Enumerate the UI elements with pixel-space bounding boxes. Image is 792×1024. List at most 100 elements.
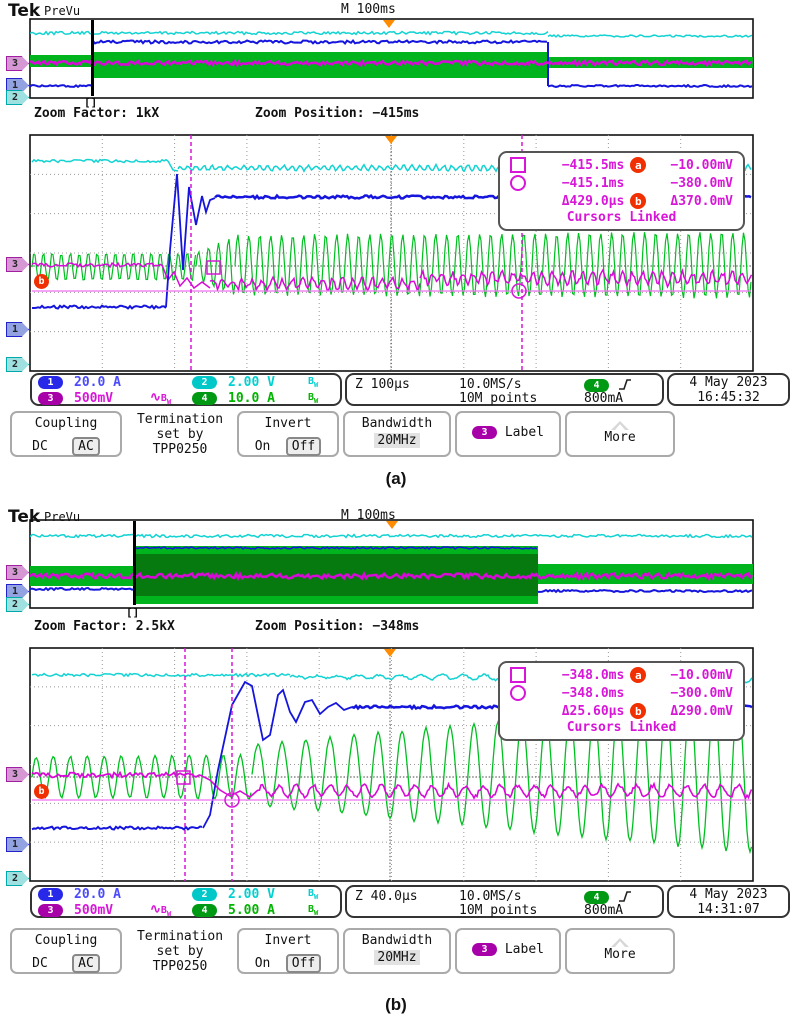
invert-off-option[interactable]: Off bbox=[285, 437, 322, 456]
channel3-marker-zoom[interactable]: 3 bbox=[6, 767, 29, 782]
invert-button[interactable]: Invert On Off bbox=[237, 411, 339, 457]
cursor-a-badge: a bbox=[630, 667, 647, 683]
circle-cursor-icon bbox=[510, 175, 526, 191]
coupling-title: Coupling bbox=[34, 933, 98, 948]
cursor-b-value: −380.0mV bbox=[670, 175, 733, 191]
rising-edge-icon bbox=[619, 379, 631, 390]
channel2-marker-zoom[interactable]: 2 bbox=[6, 357, 29, 372]
zoom-window-bracket: [] bbox=[126, 606, 140, 619]
label-button[interactable]: 3 Label bbox=[455, 411, 561, 457]
channel3-badge: 3 bbox=[38, 391, 63, 405]
coupling-dc-option[interactable]: DC bbox=[32, 956, 48, 971]
termination-line3: TPP0250 bbox=[152, 442, 208, 457]
cursor-row-b: −348.0ms −300.0mV bbox=[500, 684, 743, 702]
invert-on-option[interactable]: On bbox=[254, 956, 271, 971]
coupling-title: Coupling bbox=[34, 416, 98, 431]
date-readout: 4 May 2023 bbox=[689, 375, 768, 390]
rising-edge-icon bbox=[619, 891, 631, 902]
coupling-button[interactable]: Coupling DC AC bbox=[10, 928, 122, 974]
invert-off-option[interactable]: Off bbox=[285, 954, 322, 973]
cursor-row-delta: Δ25.60µs b Δ290.0mV bbox=[500, 702, 743, 720]
cursor-b-badge: b bbox=[630, 703, 647, 719]
channel-readout-row2: 3 500mV ∿BW 4 10.0 A BW bbox=[32, 390, 340, 406]
more-text: More bbox=[604, 430, 636, 445]
scope-panel-b: Tek PreVu M 100ms [] Zoom Factor: 2.5kX … bbox=[0, 507, 792, 1024]
square-cursor-icon bbox=[510, 157, 526, 173]
coupling-ac-option[interactable]: AC bbox=[72, 954, 100, 973]
sample-rate-readout: 10.0MS/s bbox=[459, 889, 522, 904]
termination-line3: TPP0250 bbox=[152, 959, 208, 974]
channel3-scale: 500mV bbox=[74, 390, 114, 406]
channel3-marker[interactable]: 3 bbox=[6, 565, 29, 580]
channel1-badge: 1 bbox=[38, 376, 63, 389]
more-button[interactable]: More bbox=[565, 411, 675, 457]
cursor-delta-value: Δ290.0mV bbox=[670, 703, 733, 719]
label-text: Label bbox=[504, 942, 544, 957]
zoom-position-readout: Zoom Position: −348ms bbox=[255, 619, 420, 634]
channel1-marker-zoom[interactable]: 1 bbox=[6, 322, 29, 337]
date-readout: 4 May 2023 bbox=[689, 887, 768, 902]
channel2-marker-zoom[interactable]: 2 bbox=[6, 871, 29, 886]
bandwidth-limit-icon: BW bbox=[308, 888, 319, 901]
cursor-b-badge: b bbox=[630, 193, 647, 209]
cursor-row-a: −348.0ms a −10.00mV bbox=[500, 666, 743, 684]
figure-caption-a: (a) bbox=[385, 469, 407, 488]
channel2-badge: 2 bbox=[192, 888, 217, 901]
more-button[interactable]: More bbox=[565, 928, 675, 974]
channel-readout-box: 1 20.0 A 2 2.00 V BW 3 500mV ∿BW 4 5.00 … bbox=[30, 885, 342, 918]
invert-button[interactable]: Invert On Off bbox=[237, 928, 339, 974]
record-length-readout: 10M points bbox=[459, 903, 538, 918]
coupling-ac-option[interactable]: AC bbox=[72, 437, 100, 456]
acquisition-mode: PreVu bbox=[44, 510, 81, 524]
invert-on-option[interactable]: On bbox=[254, 439, 271, 454]
channel4-scale: 5.00 A bbox=[228, 902, 275, 918]
time-readout: 16:45:32 bbox=[697, 390, 760, 405]
channel-readout-box: 1 20.0 A 2 2.00 V BW 3 500mV ∿BW 4 10.0 … bbox=[30, 373, 342, 406]
zoom-position-readout: Zoom Position: −415ms bbox=[255, 106, 420, 121]
ac-coupling-icon: ∿BW bbox=[150, 902, 172, 918]
channel-readout-row2: 3 500mV ∿BW 4 5.00 A BW bbox=[32, 902, 340, 918]
channel3-marker[interactable]: 3 bbox=[6, 56, 29, 71]
more-text: More bbox=[604, 947, 636, 962]
cursor-delta-time: Δ25.60µs bbox=[561, 703, 625, 719]
cursor-a-time: −415.5ms bbox=[561, 157, 625, 173]
coupling-dc-option[interactable]: DC bbox=[32, 439, 48, 454]
chevron-up-icon bbox=[611, 421, 629, 430]
tek-logo: Tek bbox=[8, 507, 41, 527]
channel4-badge: 4 bbox=[192, 903, 217, 917]
channel2-marker[interactable]: 2 bbox=[6, 597, 29, 612]
channel2-marker[interactable]: 2 bbox=[6, 90, 29, 105]
sample-rate-readout: 10.0MS/s bbox=[459, 377, 522, 392]
cursor-delta-time: Δ429.0µs bbox=[561, 193, 625, 209]
channel3-marker-zoom[interactable]: 3 bbox=[6, 257, 29, 272]
bandwidth-title: Bandwidth bbox=[361, 416, 433, 431]
cursor-readout-box: −348.0ms a −10.00mV −348.0ms −300.0mV Δ2… bbox=[498, 661, 745, 741]
label-button[interactable]: 3 Label bbox=[455, 928, 561, 974]
timebase-readout: M 100ms bbox=[341, 508, 396, 523]
trigger-source-badge: 4 bbox=[584, 379, 609, 392]
channel1-marker[interactable]: 1 bbox=[6, 584, 29, 599]
channel2-scale: 2.00 V bbox=[228, 375, 275, 390]
zoom-window-bracket: [] bbox=[84, 96, 98, 109]
bandwidth-button[interactable]: Bandwidth 20MHz bbox=[343, 928, 451, 974]
label-channel-badge: 3 bbox=[472, 426, 498, 439]
coupling-button[interactable]: Coupling DC AC bbox=[10, 411, 122, 457]
termination-line1: Termination bbox=[136, 412, 224, 427]
bandwidth-title: Bandwidth bbox=[361, 933, 433, 948]
label-channel-badge: 3 bbox=[472, 943, 498, 956]
time-readout: 14:31:07 bbox=[697, 902, 760, 917]
cursor-a-value: −10.00mV bbox=[670, 667, 733, 683]
cursor-row-a: −415.5ms a −10.00mV bbox=[500, 156, 743, 174]
cursor-b-marker[interactable]: b bbox=[34, 784, 49, 799]
cursor-readout-box: −415.5ms a −10.00mV −415.1ms −380.0mV Δ4… bbox=[498, 151, 745, 231]
bandwidth-limit-icon: BW bbox=[308, 376, 319, 389]
cursors-linked-label: Cursors Linked bbox=[566, 210, 677, 225]
channel1-scale: 20.0 A bbox=[74, 887, 121, 902]
circle-cursor-icon bbox=[510, 685, 526, 701]
cursor-a-time: −348.0ms bbox=[561, 667, 625, 683]
bandwidth-value: 20MHz bbox=[374, 950, 420, 965]
cursor-b-marker[interactable]: b bbox=[34, 274, 49, 289]
bandwidth-button[interactable]: Bandwidth 20MHz bbox=[343, 411, 451, 457]
channel1-marker-zoom[interactable]: 1 bbox=[6, 837, 29, 852]
zoom-scale-readout: Z 100µs bbox=[355, 377, 410, 392]
